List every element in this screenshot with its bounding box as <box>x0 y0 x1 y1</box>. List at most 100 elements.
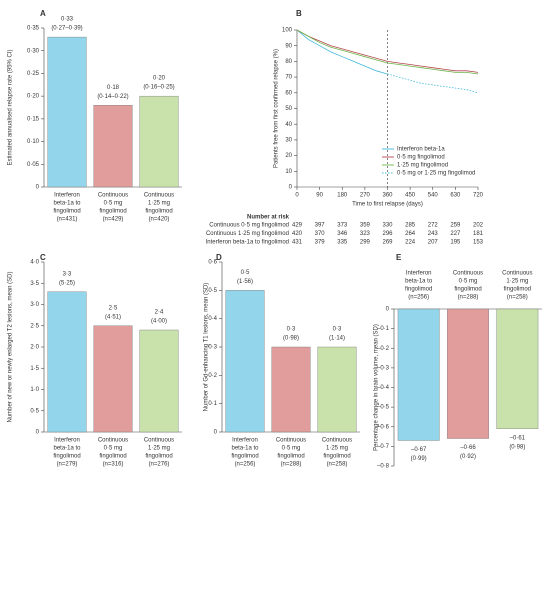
risk-row-label: Interferon beta-1a to fingolimod <box>206 240 289 246</box>
y-tick-label: 0·15 <box>27 116 40 122</box>
series-line <box>296 29 479 75</box>
risk-count: 431 <box>292 240 303 246</box>
y-tick-label: 0·6 <box>208 260 217 266</box>
y-tick-label: 2·0 <box>30 345 39 351</box>
x-tick-label: Continuous <box>453 271 483 277</box>
risk-count: 224 <box>405 240 416 246</box>
x-tick-label: Continuous <box>98 438 128 444</box>
value-label: 2·4 <box>155 310 164 316</box>
detail-label: (0·98) <box>283 336 299 342</box>
risk-count: 153 <box>473 240 484 246</box>
y-tick-label: 50 <box>285 106 292 112</box>
risk-count: 330 <box>382 223 393 229</box>
series-line <box>296 29 388 75</box>
y-tick-label: –0·1 <box>377 326 390 332</box>
risk-count: 202 <box>473 223 484 229</box>
risk-count: 323 <box>360 231 371 237</box>
y-tick-label: 1·0 <box>30 387 39 393</box>
legend-label: 0·5 mg or 1·25 mg fingolimod <box>397 171 475 177</box>
x-tick-label: (n=256) <box>235 462 256 468</box>
x-tick-label: (n=288) <box>458 295 479 301</box>
risk-count: 346 <box>337 231 348 237</box>
y-tick-label: –0·3 <box>377 365 390 371</box>
panel-label: B <box>296 9 302 18</box>
x-tick-label: 0·5 mg <box>104 446 123 452</box>
x-tick-label: 630 <box>450 193 461 199</box>
x-tick-label: 0 <box>295 193 299 199</box>
value-label: 0·33 <box>61 17 74 23</box>
x-tick-label: (n=258) <box>327 462 348 468</box>
x-tick-label: 180 <box>337 193 348 199</box>
x-tick-label: 360 <box>382 193 393 199</box>
y-tick-label: –0·6 <box>377 424 390 430</box>
y-tick-label: 20 <box>285 153 292 159</box>
x-tick-label: fingolimod <box>405 287 432 293</box>
detail-label: (0·99) <box>411 456 427 462</box>
x-tick-label: beta-1a to <box>53 201 81 207</box>
y-tick-label: 0 <box>386 307 390 313</box>
x-axis-label: Time to first relapse (days) <box>352 202 423 208</box>
x-tick-label: fingolimod <box>504 287 531 293</box>
panel-label: E <box>396 253 402 262</box>
y-tick-label: –0·2 <box>377 346 390 352</box>
x-tick-label: Continuous <box>322 438 352 444</box>
risk-count: 299 <box>360 240 371 246</box>
x-tick-label: 540 <box>428 193 439 199</box>
detail-label: (5·25) <box>59 280 75 286</box>
y-tick-label: 0·30 <box>27 48 40 54</box>
y-tick-label: –0·5 <box>377 405 390 411</box>
x-tick-label: 720 <box>473 193 484 199</box>
y-axis-label: Percentage change in brain volume, mean … <box>374 324 380 451</box>
x-tick-label: Continuous <box>144 438 174 444</box>
x-tick-label: Continuous <box>144 193 174 199</box>
y-tick-label: 0·20 <box>27 94 40 100</box>
x-tick-label: fingolimod <box>454 287 481 293</box>
panel-label: C <box>40 253 46 262</box>
value-label: 0·3 <box>333 327 342 333</box>
detail-label: (4·51) <box>105 314 121 320</box>
risk-count: 359 <box>360 223 371 229</box>
y-tick-label: 0·1 <box>208 401 217 407</box>
bar <box>447 308 489 439</box>
risk-count: 181 <box>473 231 484 237</box>
bar <box>317 346 357 433</box>
detail-label: (0·92) <box>460 454 476 460</box>
risk-count: 373 <box>337 223 348 229</box>
value-label: –0·66 <box>460 445 476 451</box>
bar <box>225 290 265 433</box>
value-label: 0·3 <box>287 327 296 333</box>
x-tick-label: 90 <box>316 193 323 199</box>
x-tick-label: 0·5 mg <box>104 201 123 207</box>
value-label: 0·20 <box>153 76 166 82</box>
x-tick-label: (n=431) <box>57 217 78 223</box>
y-axis-label: Number of new or newly enlarged T2 lesio… <box>8 272 14 423</box>
y-tick-label: 0 <box>36 185 40 191</box>
y-tick-label: –0·7 <box>377 444 390 450</box>
y-tick-label: 0·2 <box>208 373 217 379</box>
risk-count: 379 <box>315 240 326 246</box>
bar <box>47 36 87 188</box>
y-axis-label: Estimated annualised relapse rate (95% C… <box>8 49 14 165</box>
risk-count: 243 <box>428 231 439 237</box>
value-label: 2·5 <box>109 305 118 311</box>
x-tick-label: fingolimod <box>53 209 80 215</box>
y-tick-label: 1·5 <box>30 366 39 372</box>
x-tick-label: fingolimod <box>277 454 304 460</box>
panel-label: D <box>216 253 222 262</box>
x-tick-label: (n=420) <box>149 217 170 223</box>
y-tick-label: 3·5 <box>30 281 39 287</box>
risk-count: 420 <box>292 231 303 237</box>
x-tick-label: 1·25 mg <box>326 446 348 452</box>
y-tick-label: 70 <box>285 75 292 81</box>
x-tick-label: (n=429) <box>103 217 124 223</box>
y-tick-label: 0·3 <box>208 345 217 351</box>
legend-label: 1·25 mg fingolimod <box>397 163 448 169</box>
x-tick-label: Interferon <box>54 438 80 444</box>
y-tick-label: 0·05 <box>27 162 40 168</box>
risk-count: 429 <box>292 223 303 229</box>
bar <box>397 308 440 441</box>
risk-count: 264 <box>405 231 416 237</box>
y-tick-label: 0·35 <box>27 26 40 32</box>
panel-label: A <box>40 9 46 18</box>
